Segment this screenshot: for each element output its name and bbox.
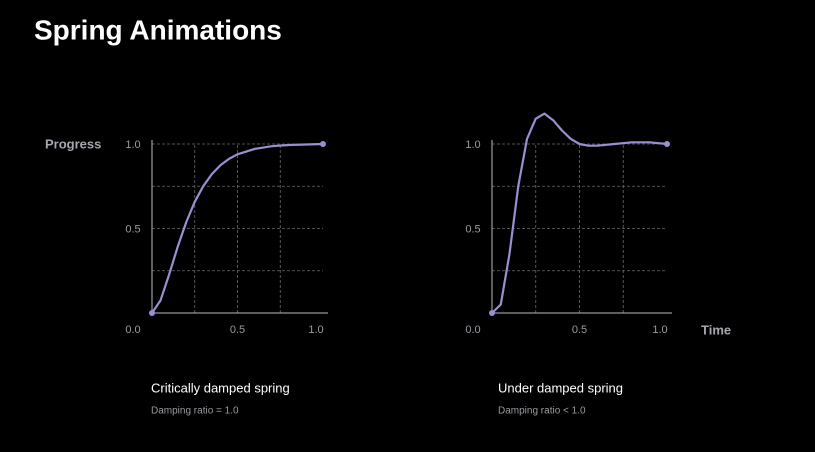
line [151,142,324,314]
x-tick-label: 1.0 [652,324,667,336]
x-axis-label: Time [701,322,731,337]
x-tick-label: 1.0 [308,324,323,336]
x-tick-label: 0.0 [465,324,480,336]
y-axis-label: Progress [45,136,101,151]
slide-title: Spring Animations [34,14,282,45]
end-point [320,141,326,147]
y-tick-label: 0.5 [125,223,140,235]
y-tick-label: 1.0 [125,139,140,151]
caption: Under damped spring [498,380,623,395]
x-tick-label: 0.5 [230,324,245,336]
y-tick-label: 0.5 [465,223,480,235]
x-tick-label: 0.5 [572,324,587,336]
line [491,112,668,314]
caption-note: Damping ratio = 1.0 [151,406,239,417]
caption: Critically damped spring [151,380,290,395]
caption-note: Damping ratio < 1.0 [498,406,586,417]
y-tick-label: 1.0 [465,139,480,151]
end-point [664,141,670,147]
end-point [489,310,495,316]
end-point [149,310,155,316]
x-tick-label: 0.0 [125,324,140,336]
